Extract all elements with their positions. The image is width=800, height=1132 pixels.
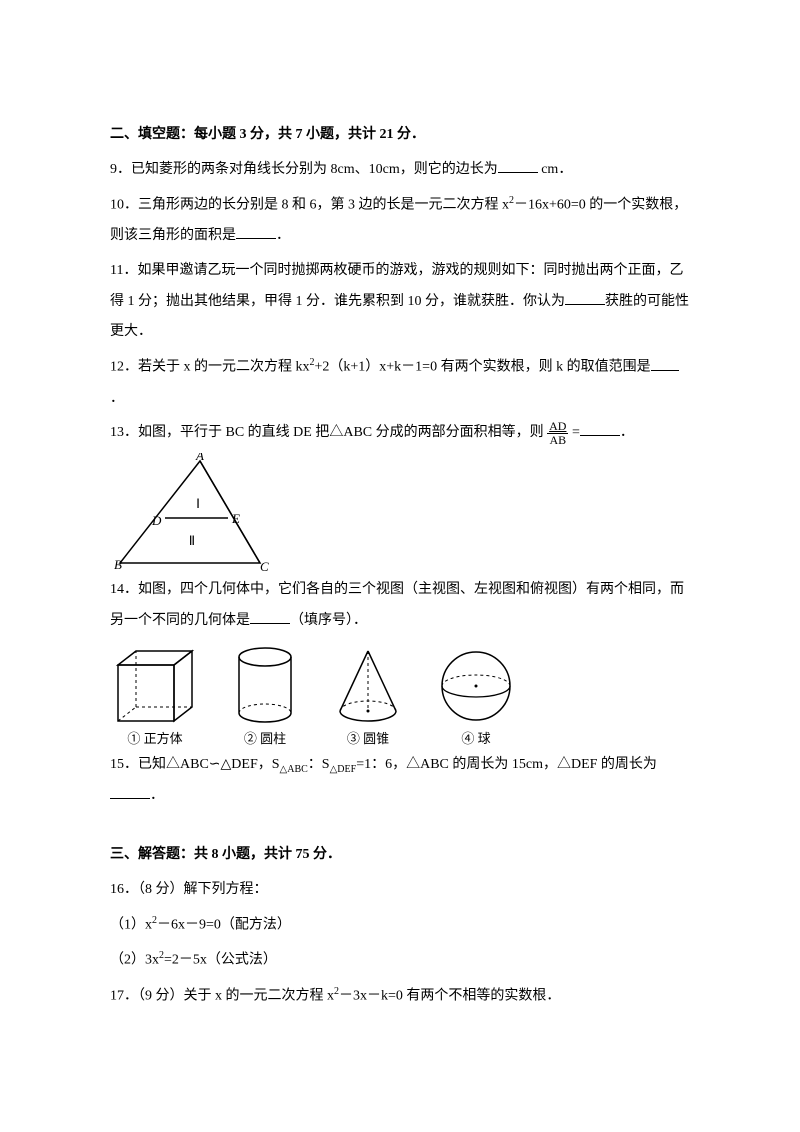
q17-a: 17．（9 分）关于 x 的一元二次方程 x	[110, 988, 334, 1003]
q10-blank	[236, 224, 276, 239]
q11-blank	[565, 290, 605, 305]
q15-sub1: △ABC	[280, 764, 308, 775]
q16-2-a: （2）3x	[110, 953, 159, 968]
shape-cone-label: ③ 圆锥	[330, 731, 406, 747]
q15-text-c: =1：6，△ABC 的周长为 15cm，△DEF 的周长为	[356, 757, 657, 772]
q13-frac-num: AD	[547, 420, 568, 434]
q16-1-a: （1）x	[110, 917, 152, 932]
q13-text-a: 13．如图，平行于 BC 的直线 DE 把△ABC 分成的两部分面积相等，则	[110, 425, 544, 440]
label-II: Ⅱ	[189, 533, 195, 548]
q15-text-d: ．	[150, 788, 164, 803]
label-B: B	[114, 557, 122, 572]
q15-sub2: △DEF	[330, 764, 357, 775]
q16-2: （2）3x2=2－5x（公式法）	[110, 945, 690, 976]
q17: 17．（9 分）关于 x 的一元二次方程 x2－3x－k=0 有两个不相等的实数…	[110, 981, 690, 1012]
q12: 12．若关于 x 的一元二次方程 kx2+2（k+1）x+k－1=0 有两个实数…	[110, 352, 690, 414]
shape-cylinder: ② 圆柱	[230, 645, 300, 747]
triangle-figure: A B C D E Ⅰ Ⅱ	[110, 453, 690, 573]
q16-1-b: －6x－9=0（配方法）	[157, 917, 291, 932]
q10: 10．三角形两边的长分别是 8 和 6，第 3 边的长是一元二次方程 x2－16…	[110, 190, 690, 252]
label-A: A	[195, 453, 204, 463]
q13-eq: =	[572, 425, 580, 440]
q14-text-a: 14．如图，四个几何体中，它们各自的三个视图（主视图、左视图和俯视图）有两个相同…	[110, 582, 684, 628]
q15-text-a: 15．已知△ABC∽△DEF，S	[110, 757, 280, 772]
q13: 13．如图，平行于 BC 的直线 DE 把△ABC 分成的两部分面积相等，则 A…	[110, 418, 690, 449]
q9-unit: cm．	[538, 162, 573, 177]
q9-text: 9．已知菱形的两条对角线长分别为 8cm、10cm，则它的边长为	[110, 162, 498, 177]
q13-fraction: AD AB	[547, 420, 568, 447]
q16-1: （1）x2－6x－9=0（配方法）	[110, 910, 690, 941]
q15: 15．已知△ABC∽△DEF，S△ABC：S△DEF=1：6，△ABC 的周长为…	[110, 750, 690, 812]
q14-text-b: （填序号）．	[290, 613, 367, 628]
q15-blank	[110, 784, 150, 799]
shape-cone: ③ 圆锥	[330, 645, 406, 747]
q12-text-a: 12．若关于 x 的一元二次方程 kx	[110, 360, 310, 375]
q13-blank	[580, 421, 620, 436]
q15-text-b: ：S	[308, 757, 330, 772]
label-D: D	[151, 513, 162, 528]
shape-cube: ① 正方体	[110, 647, 200, 747]
shape-sphere: ④ 球	[436, 645, 516, 747]
shape-cylinder-label: ② 圆柱	[230, 731, 300, 747]
q12-text-c: ．	[110, 391, 124, 406]
q16: 16．（8 分）解下列方程：	[110, 875, 690, 906]
label-I: Ⅰ	[196, 496, 200, 511]
q14-blank	[250, 609, 290, 624]
q12-blank	[651, 356, 679, 371]
q9-blank	[498, 158, 538, 173]
label-E: E	[231, 511, 240, 526]
label-C: C	[260, 559, 269, 573]
q14: 14．如图，四个几何体中，它们各自的三个视图（主视图、左视图和俯视图）有两个相同…	[110, 575, 690, 637]
q12-text-b: +2（k+1）x+k－1=0 有两个实数根，则 k 的取值范围是	[315, 360, 651, 375]
section2-title: 二、填空题：每小题 3 分，共 7 小题，共计 21 分．	[110, 120, 690, 151]
section3-title: 三、解答题：共 8 小题，共计 75 分．	[110, 840, 690, 871]
q13-text-c: ．	[620, 425, 634, 440]
shape-sphere-label: ④ 球	[436, 731, 516, 747]
shapes-row: ① 正方体 ② 圆柱 ③ 圆锥	[110, 645, 690, 747]
q10-text-a: 10．三角形两边的长分别是 8 和 6，第 3 边的长是一元二次方程 x	[110, 197, 509, 212]
q9: 9．已知菱形的两条对角线长分别为 8cm、10cm，则它的边长为 cm．	[110, 155, 690, 186]
q10-text-c: ．	[276, 228, 290, 243]
q16-2-b: =2－5x（公式法）	[164, 953, 277, 968]
shape-cube-label: ① 正方体	[110, 731, 200, 747]
q17-b: －3x－k=0 有两个不相等的实数根．	[339, 988, 560, 1003]
q11: 11．如果甲邀请乙玩一个同时抛掷两枚硬币的游戏，游戏的规则如下：同时抛出两个正面…	[110, 256, 690, 348]
q13-frac-den: AB	[547, 434, 568, 447]
